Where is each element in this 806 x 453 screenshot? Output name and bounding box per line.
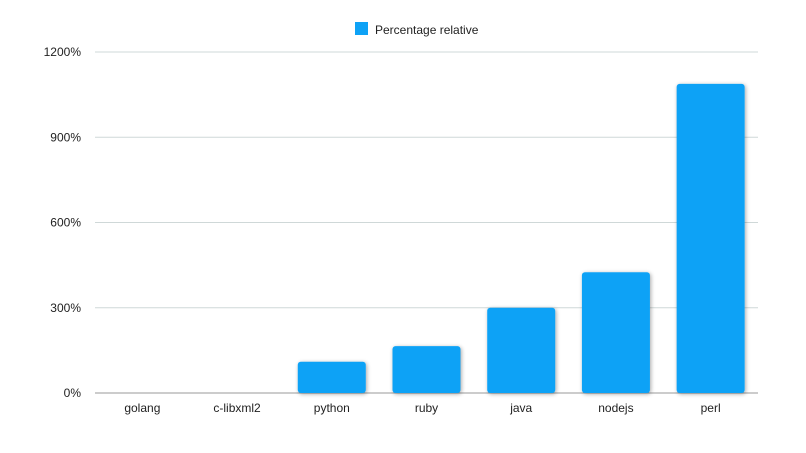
x-axis: golang c-libxml2 python ruby java nodejs perl (124, 401, 720, 415)
y-tick-label: 600% (50, 216, 81, 230)
bars (297, 83, 745, 394)
x-tick-label: ruby (415, 401, 438, 415)
y-tick-label: 0% (64, 386, 82, 400)
legend-swatch (355, 22, 368, 35)
x-tick-label: java (509, 401, 532, 415)
y-axis: 0% 300% 600% 900% 1200% (44, 45, 82, 400)
y-tick-label: 1200% (44, 45, 82, 59)
x-tick-label: perl (701, 401, 721, 415)
y-tick-label: 900% (50, 130, 81, 144)
legend: Percentage relative (355, 22, 479, 37)
x-tick-label: golang (124, 401, 160, 415)
bar-perl (676, 83, 745, 394)
bar-nodejs (581, 272, 650, 393)
x-tick-label: python (314, 401, 350, 415)
bar-ruby (392, 346, 461, 393)
bar-python (297, 361, 366, 393)
x-tick-label: c-libxml2 (213, 401, 261, 415)
bar-java (487, 307, 556, 393)
legend-label: Percentage relative (375, 23, 479, 37)
x-tick-label: nodejs (598, 401, 633, 415)
gridlines (95, 51, 758, 394)
y-tick-label: 300% (50, 301, 81, 315)
